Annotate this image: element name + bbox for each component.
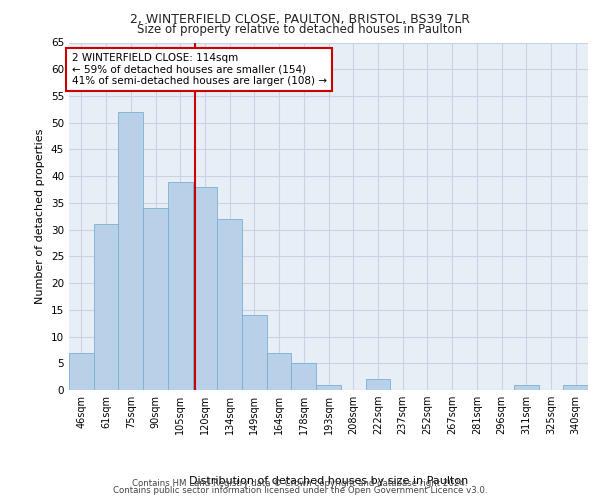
X-axis label: Distribution of detached houses by size in Paulton: Distribution of detached houses by size … [189,476,468,486]
Bar [217,219,242,390]
Bar [143,208,168,390]
Text: Contains HM Land Registry data © Crown copyright and database right 2024.: Contains HM Land Registry data © Crown c… [132,478,468,488]
Bar [514,384,539,390]
Bar [316,384,341,390]
Text: Contains public sector information licensed under the Open Government Licence v3: Contains public sector information licen… [113,486,487,495]
Bar [168,182,193,390]
Text: 2, WINTERFIELD CLOSE, PAULTON, BRISTOL, BS39 7LR: 2, WINTERFIELD CLOSE, PAULTON, BRISTOL, … [130,12,470,26]
Bar [94,224,118,390]
Bar [118,112,143,390]
Y-axis label: Number of detached properties: Number of detached properties [35,128,46,304]
Bar [242,315,267,390]
Text: Size of property relative to detached houses in Paulton: Size of property relative to detached ho… [137,22,463,36]
Bar [563,384,588,390]
Bar [69,352,94,390]
Bar [193,187,217,390]
Bar [292,364,316,390]
Bar [365,380,390,390]
Bar [267,352,292,390]
Text: 2 WINTERFIELD CLOSE: 114sqm
← 59% of detached houses are smaller (154)
41% of se: 2 WINTERFIELD CLOSE: 114sqm ← 59% of det… [71,53,326,86]
